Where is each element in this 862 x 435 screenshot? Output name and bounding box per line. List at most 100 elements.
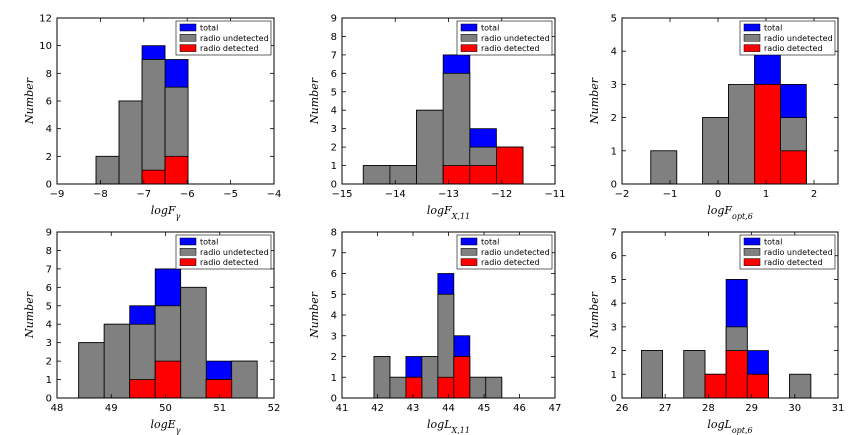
x-tick-label: 48	[51, 403, 64, 414]
y-tick-label: 0	[331, 180, 337, 191]
y-tick-label: 4	[331, 311, 337, 322]
x-tick-label: 26	[616, 403, 629, 414]
y-axis-label: Number	[308, 77, 321, 125]
legend-swatch-detected	[743, 258, 761, 266]
y-tick-label: 2	[611, 346, 617, 357]
bar-detected-3	[405, 376, 423, 399]
bar-detected-4	[154, 360, 182, 399]
x-tick-label: −12	[491, 189, 512, 200]
x-tick-label: −7	[136, 189, 151, 200]
x-tick-label: −6	[180, 189, 195, 200]
bar-undetected-8	[789, 373, 812, 399]
x-tick-label: 50	[159, 403, 172, 414]
legend-label-undetected: radio undetected	[481, 34, 550, 43]
y-tick-label: 7	[331, 248, 337, 259]
x-tick-label: 43	[407, 403, 420, 414]
legend-swatch-total	[743, 23, 761, 32]
y-axis-label: Number	[588, 291, 601, 339]
bar-undetected-4	[728, 84, 755, 185]
bar-undetected-7	[469, 376, 487, 399]
legend-swatch-detected	[460, 44, 478, 52]
legend-label-undetected: radio undetected	[200, 248, 269, 257]
y-tick-label: 8	[46, 69, 52, 80]
x-tick-label: −13	[438, 189, 459, 200]
y-axis-label: Number	[308, 291, 321, 339]
y-tick-label: 1	[611, 146, 617, 157]
y-tick-label: 7	[331, 50, 337, 61]
x-axis-label: logLopt,6	[707, 418, 752, 435]
legend-swatch-total	[179, 237, 197, 246]
x-tick-label: −4	[267, 189, 282, 200]
bar-undetected-3	[683, 350, 706, 399]
x-axis-label: logFγ	[151, 204, 181, 221]
legend-swatch-undetected	[460, 34, 478, 42]
bar-undetected-7	[231, 360, 258, 399]
bar-undetected-3	[416, 109, 444, 185]
legend-label-total: total	[764, 24, 782, 33]
y-tick-label: 4	[611, 47, 617, 58]
bar-detected-5	[725, 350, 748, 399]
x-tick-label: 30	[788, 403, 801, 414]
y-tick-label: 2	[331, 352, 337, 363]
x-tick-label: 27	[659, 403, 672, 414]
y-tick-label: 4	[611, 299, 617, 310]
x-tick-label: −1	[663, 189, 678, 200]
x-tick-label: 0	[715, 189, 721, 200]
axes-frame	[621, 17, 839, 185]
axes-frame	[621, 231, 839, 399]
legend-label-undetected: radio undetected	[764, 248, 833, 257]
x-tick-label: 51	[213, 403, 226, 414]
y-tick-label: 9	[331, 14, 337, 25]
bar-detected-3	[129, 379, 156, 399]
y-tick-label: 9	[46, 228, 52, 239]
x-tick-label: 49	[105, 403, 118, 414]
y-tick-label: 1	[46, 375, 52, 386]
y-axis-label: Number	[23, 77, 36, 125]
legend-swatch-undetected	[743, 34, 761, 42]
bar-undetected-2	[389, 376, 407, 399]
bar-undetected-2	[389, 165, 417, 185]
y-tick-label: 0	[46, 180, 52, 191]
bar-detected-6	[496, 146, 524, 185]
y-tick-label: 7	[46, 264, 52, 275]
bar-undetected-2	[118, 100, 143, 185]
legend-swatch-total	[460, 23, 478, 32]
y-tick-label: 12	[39, 14, 52, 25]
bar-detected-4	[164, 155, 189, 185]
bar-undetected-1	[373, 356, 391, 399]
panel-1: −9 −8 −7 −6 −5 −4024681012logFγNumbertotalrad…	[23, 14, 281, 221]
legend-label-undetected: radio undetected	[200, 34, 269, 43]
y-tick-label: 3	[611, 322, 617, 333]
legend-swatch-detected	[460, 258, 478, 266]
y-tick-label: 0	[611, 180, 617, 191]
x-tick-label: 52	[268, 403, 281, 414]
x-tick-label: 42	[371, 403, 384, 414]
bar-undetected-8	[485, 376, 503, 399]
legend-label-total: total	[481, 24, 499, 33]
y-tick-label: 3	[46, 338, 52, 349]
x-tick-label: 46	[513, 403, 526, 414]
x-tick-label: 47	[549, 403, 562, 414]
x-tick-label: 41	[336, 403, 349, 414]
y-tick-label: 5	[46, 301, 52, 312]
legend-swatch-total	[743, 237, 761, 246]
legend-label-total: total	[200, 24, 218, 33]
x-tick-label: 31	[832, 403, 845, 414]
legend-label-detected: radio detected	[200, 44, 259, 53]
y-tick-label: 6	[331, 269, 337, 280]
y-tick-label: 1	[331, 161, 337, 172]
y-tick-label: 0	[611, 394, 617, 405]
x-tick-label: 45	[478, 403, 491, 414]
y-tick-label: 8	[331, 228, 337, 239]
x-axis-label: logFX,11	[427, 204, 470, 221]
legend-label-detected: radio detected	[481, 258, 540, 267]
y-tick-label: 8	[331, 32, 337, 43]
bar-detected-6	[746, 373, 769, 399]
y-tick-label: 1	[331, 373, 337, 384]
bar-detected-6	[780, 150, 807, 185]
